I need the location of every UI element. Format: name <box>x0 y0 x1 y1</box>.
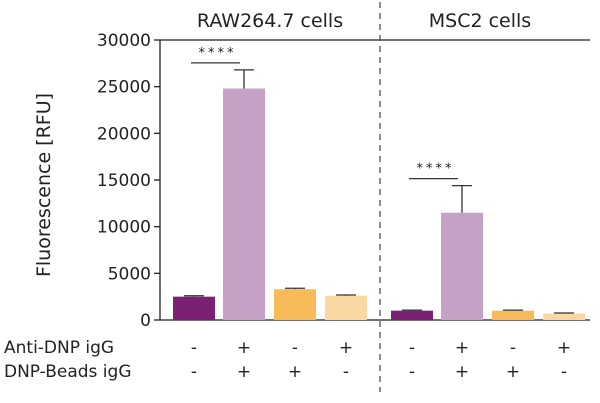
panel-titles: RAW264.7 cells MSC2 cells <box>197 10 531 32</box>
anti-dnp-sign: + <box>455 338 469 358</box>
anti-dnp-sign: - <box>292 338 298 358</box>
anti-dnp-sign: + <box>237 338 251 358</box>
anti-dnp-sign: + <box>339 338 353 358</box>
dnp-beads-sign: + <box>237 362 251 382</box>
row-label-anti-dnp: Anti-DNP igG <box>4 338 114 358</box>
y-tick-label: 30000 <box>97 31 151 51</box>
anti-dnp-sign: - <box>409 338 415 358</box>
y-axis-title: Fluorescence [RFU] <box>33 93 55 277</box>
bar <box>173 296 215 320</box>
y-tick-label: 0 <box>140 311 151 331</box>
y-tick-label: 25000 <box>97 78 151 98</box>
dnp-beads-sign: - <box>191 362 197 382</box>
row-label-dnp-beads: DNP-Beads igG <box>4 362 132 382</box>
bar <box>391 310 433 320</box>
y-tick-label: 20000 <box>97 124 151 144</box>
bar <box>441 212 483 320</box>
bar <box>492 310 534 320</box>
significance-markers: **** **** <box>191 46 458 180</box>
significance-stars: **** <box>199 46 237 61</box>
y-tick-label: 5000 <box>108 264 151 284</box>
anti-dnp-sign: + <box>557 338 571 358</box>
bar <box>223 88 265 321</box>
dnp-beads-sign: - <box>409 362 415 382</box>
dnp-beads-sign: - <box>343 362 349 382</box>
dnp-beads-sign: + <box>455 362 469 382</box>
bar <box>325 295 367 320</box>
y-axis: 0 5000 10000 15000 20000 25000 30000 Fluorescen… <box>33 2 590 392</box>
treatment-rows: - + - + - + + - - + - + - + + - Anti-DNP igG DNP-Beads ig… <box>4 338 571 382</box>
panel-title: MSC2 cells <box>429 10 531 32</box>
bars <box>173 69 585 321</box>
y-tick-label: 10000 <box>97 218 151 238</box>
anti-dnp-sign: - <box>191 338 197 358</box>
dnp-beads-sign: + <box>506 362 520 382</box>
panel-title: RAW264.7 cells <box>197 10 343 32</box>
dnp-beads-sign: - <box>561 362 567 382</box>
bar <box>543 313 585 320</box>
significance-stars: **** <box>417 162 455 177</box>
bar <box>274 289 316 320</box>
dnp-beads-sign: + <box>288 362 302 382</box>
anti-dnp-sign: - <box>510 338 516 358</box>
y-tick-label: 15000 <box>97 171 151 191</box>
